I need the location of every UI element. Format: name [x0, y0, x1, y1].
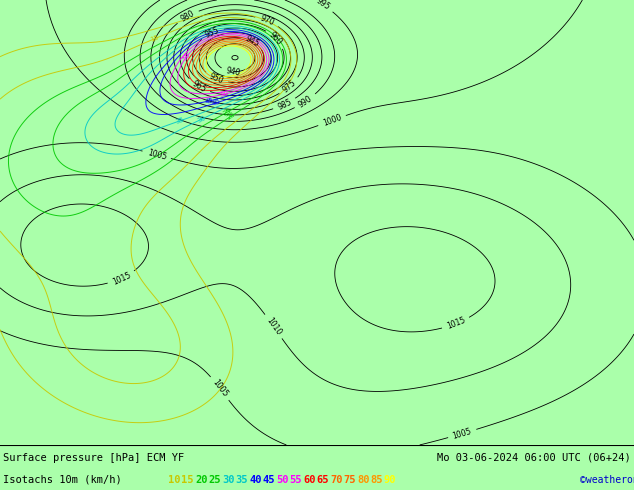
Text: Surface pressure [hPa] ECM YF: Surface pressure [hPa] ECM YF — [3, 453, 184, 463]
Text: 985: 985 — [276, 97, 293, 111]
Text: 30: 30 — [222, 475, 235, 485]
Text: Isotachs 10m (km/h): Isotachs 10m (km/h) — [3, 475, 122, 485]
Text: 1005: 1005 — [146, 148, 167, 162]
Text: 70: 70 — [330, 475, 342, 485]
Text: 25: 25 — [209, 475, 221, 485]
Text: 20: 20 — [195, 475, 207, 485]
Text: Mo 03-06-2024 06:00 UTC (06+24): Mo 03-06-2024 06:00 UTC (06+24) — [437, 453, 631, 463]
Text: ©weatheronline.co.uk: ©weatheronline.co.uk — [580, 475, 634, 485]
Text: 85: 85 — [370, 475, 383, 485]
Text: 945: 945 — [243, 34, 261, 49]
Text: 25: 25 — [222, 107, 232, 117]
Text: 45: 45 — [262, 475, 275, 485]
Text: 55: 55 — [290, 475, 302, 485]
Text: 15: 15 — [150, 34, 160, 43]
Text: 75: 75 — [344, 475, 356, 485]
Text: 1010: 1010 — [264, 316, 283, 337]
Text: 30: 30 — [196, 115, 207, 124]
Text: 50: 50 — [220, 90, 230, 98]
Text: 960: 960 — [268, 30, 284, 47]
Text: 995: 995 — [314, 0, 332, 12]
Text: 40: 40 — [249, 475, 261, 485]
Text: 1015: 1015 — [445, 316, 467, 331]
Text: 80: 80 — [357, 475, 370, 485]
Text: 955: 955 — [204, 25, 221, 40]
Text: 15: 15 — [181, 475, 194, 485]
Text: 1005: 1005 — [451, 426, 473, 441]
Text: 950: 950 — [208, 72, 225, 86]
Text: 1000: 1000 — [321, 113, 342, 128]
Text: 35: 35 — [235, 475, 248, 485]
Text: 20: 20 — [226, 111, 236, 121]
Text: 40: 40 — [211, 98, 221, 107]
Text: 50: 50 — [276, 475, 288, 485]
Text: 55: 55 — [181, 51, 191, 62]
Text: 45: 45 — [205, 97, 215, 105]
Text: 970: 970 — [259, 14, 275, 28]
Text: 65: 65 — [316, 475, 329, 485]
Text: 965: 965 — [190, 79, 208, 94]
Text: 35: 35 — [175, 117, 185, 125]
Text: 90: 90 — [384, 475, 396, 485]
Text: 980: 980 — [179, 9, 196, 24]
Text: 990: 990 — [297, 94, 314, 109]
Text: 60: 60 — [303, 475, 316, 485]
Text: 1015: 1015 — [111, 270, 132, 286]
Text: 10: 10 — [168, 475, 181, 485]
Text: 940: 940 — [225, 66, 242, 77]
Text: 1005: 1005 — [210, 378, 230, 399]
Text: 975: 975 — [281, 78, 298, 95]
